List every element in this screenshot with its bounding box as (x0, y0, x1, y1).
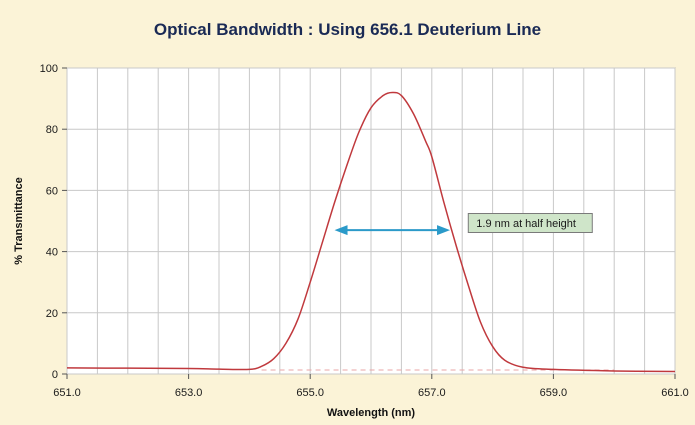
y-tick-label: 0 (52, 369, 58, 381)
y-tick-label: 100 (40, 63, 58, 75)
y-tick-label: 80 (46, 124, 58, 136)
x-tick-label: 661.0 (661, 387, 689, 399)
chart-title: Optical Bandwidth : Using 656.1 Deuteriu… (153, 20, 542, 39)
x-tick-label: 657.0 (418, 387, 446, 399)
x-tick-label: 659.0 (540, 387, 568, 399)
y-axis-title: % Transmittance (13, 177, 25, 264)
annotation-arrow-head-right (437, 225, 451, 236)
x-tick-label: 653.0 (175, 387, 203, 399)
x-axis-title: Wavelength (nm) (327, 407, 416, 419)
x-tick-label: 651.0 (53, 387, 81, 399)
y-tick-label: 60 (46, 185, 58, 197)
series-line (66, 91, 676, 373)
y-tick-label: 40 (46, 247, 58, 259)
annotation-arrow-head-left (334, 225, 348, 236)
x-tick-label: 655.0 (296, 387, 324, 399)
annotation-text: 1.9 nm at half height (476, 218, 576, 230)
y-tick-label: 20 (46, 308, 58, 320)
annotation-box (467, 213, 593, 233)
